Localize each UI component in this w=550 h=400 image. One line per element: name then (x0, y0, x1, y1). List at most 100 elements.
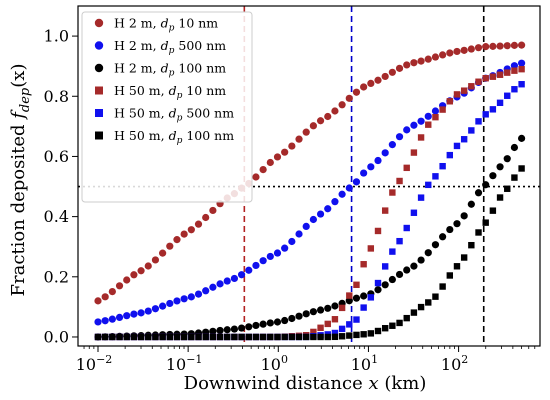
series-5-point-42 (396, 319, 403, 327)
series-3-point-46 (425, 121, 432, 128)
series-0-point-30 (309, 122, 317, 130)
series-5-point-52 (468, 241, 475, 249)
series-5-point-20 (238, 333, 245, 341)
series-1-point-10 (166, 299, 174, 308)
series-1-point-59 (517, 59, 526, 67)
series-2-point-49 (446, 225, 454, 234)
series-5-point-59 (518, 165, 525, 172)
series-1-point-17 (216, 280, 224, 288)
series-1-point-22 (252, 261, 260, 270)
series-2-point-53 (474, 189, 483, 197)
series-1-point-8 (151, 305, 160, 313)
x-tick-label-4: 102 (441, 353, 468, 374)
series-3-point-43 (403, 164, 410, 172)
series-2-point-59 (517, 134, 526, 142)
series-2-point-41 (388, 275, 396, 284)
y-tick-label-1: 0.2 (44, 267, 69, 286)
legend-label-1: H 2 m, dp 500 nm (114, 38, 226, 56)
series-5-point-58 (511, 174, 518, 181)
series-4-point-34 (338, 325, 346, 333)
series-5-point-8 (152, 333, 159, 341)
series-5-point-46 (425, 299, 432, 306)
series-4-point-38 (367, 294, 375, 301)
series-2-point-35 (345, 297, 353, 305)
series-1-point-24 (266, 252, 274, 261)
series-3-point-31 (317, 324, 324, 331)
series-0-point-24 (266, 158, 274, 167)
series-4-point-41 (389, 248, 396, 255)
series-2-point-28 (295, 312, 303, 320)
series-4-point-39 (374, 279, 382, 287)
series-2-point-23 (259, 320, 267, 328)
series-0-point-10 (166, 242, 174, 250)
series-0-point-4 (123, 276, 131, 284)
legend-marker-0 (94, 18, 104, 28)
legend-label-0: H 2 m, dp 10 nm (114, 16, 218, 34)
series-5-point-10 (166, 333, 173, 341)
series-4-point-44 (410, 209, 418, 216)
series-0-point-9 (159, 249, 167, 257)
series-5-point-17 (216, 333, 224, 341)
series-5-point-55 (489, 207, 497, 214)
series-1-point-25 (273, 249, 282, 257)
series-5-point-48 (439, 283, 446, 290)
series-2-point-54 (482, 181, 490, 189)
series-0-point-11 (173, 236, 181, 244)
series-5-point-5 (130, 333, 138, 341)
series-5-point-34 (338, 333, 346, 340)
series-2-point-56 (496, 163, 504, 171)
series-1-point-29 (302, 222, 310, 231)
series-3-point-58 (511, 67, 518, 74)
series-1-point-15 (202, 287, 210, 295)
series-2-point-39 (374, 286, 382, 294)
series-1-point-41 (388, 141, 396, 149)
series-2-point-19 (230, 325, 239, 333)
series-5-point-21 (245, 333, 252, 341)
series-3-point-50 (453, 91, 461, 98)
series-1-point-34 (338, 190, 346, 198)
series-5-point-36 (353, 331, 360, 339)
series-3-point-53 (475, 78, 482, 85)
series-1-point-2 (108, 315, 116, 323)
series-3-point-41 (389, 189, 396, 196)
series-1-point-38 (367, 163, 375, 171)
series-2-point-16 (209, 327, 217, 335)
series-0-point-42 (395, 64, 404, 72)
series-2-point-42 (395, 270, 404, 279)
series-3-point-44 (410, 149, 418, 156)
x-axis-title: Downwind distance x (km) (184, 373, 427, 394)
y-tick-label-5: 1.0 (44, 27, 69, 46)
series-1-point-6 (137, 309, 145, 317)
series-3-point-36 (353, 281, 360, 288)
series-0-point-58 (510, 41, 519, 49)
series-2-point-45 (417, 256, 425, 264)
series-0-point-54 (482, 43, 490, 51)
series-3-point-39 (374, 227, 382, 235)
series-0-point-57 (503, 42, 511, 50)
series-0-point-44 (410, 59, 418, 67)
series-2-point-58 (510, 143, 519, 152)
series-4-point-55 (489, 106, 497, 113)
series-2-point-33 (331, 302, 339, 310)
series-4-point-43 (403, 224, 410, 232)
series-1-point-33 (331, 198, 339, 206)
series-2-point-36 (352, 294, 361, 302)
series-5-point-15 (202, 333, 209, 341)
legend: H 2 m, dp 10 nm H 2 m, dp 500 nm H 2 m, dp… (81, 11, 253, 203)
series-1-point-39 (374, 156, 382, 165)
series-5-point-24 (267, 333, 274, 341)
series-2-point-55 (489, 172, 497, 180)
series-5-point-26 (281, 333, 288, 341)
series-2-point-48 (439, 233, 447, 241)
series-1-point-42 (395, 133, 404, 141)
series-3-point-49 (446, 98, 454, 105)
series-3-point-54 (482, 75, 489, 82)
series-3-point-33 (331, 316, 339, 323)
series-0-point-39 (374, 76, 382, 84)
legend-marker-3 (95, 86, 103, 95)
series-5-point-30 (310, 333, 317, 341)
series-0-point-41 (388, 68, 396, 76)
series-5-point-43 (403, 314, 410, 322)
series-3-point-38 (367, 245, 375, 252)
